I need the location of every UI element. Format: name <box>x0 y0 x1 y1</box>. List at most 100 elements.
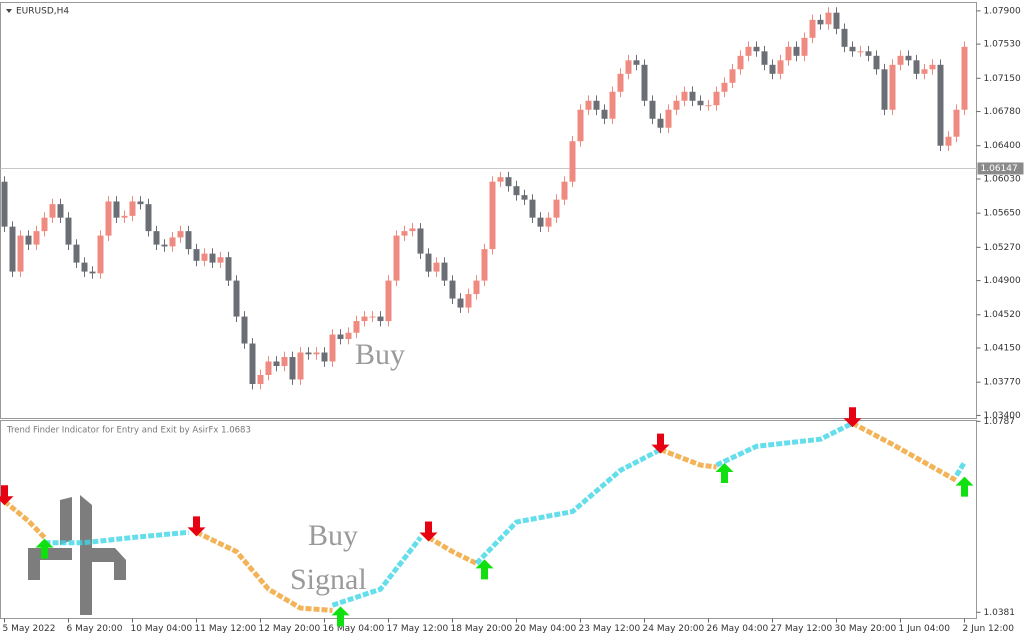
x-tick-label: 5 May 2022 <box>3 624 56 634</box>
candle-body <box>169 237 176 247</box>
candle-body <box>649 100 656 119</box>
y-tick-label: 1.0787 <box>984 417 1016 427</box>
trend-line <box>851 420 958 483</box>
candle-body <box>65 217 72 245</box>
sell-arrow <box>0 485 14 506</box>
candle-body <box>273 361 280 366</box>
candle-body <box>665 109 672 128</box>
candle-body <box>217 257 224 263</box>
candle-body <box>465 294 472 308</box>
x-tick-label: 23 May 12:00 <box>579 624 641 634</box>
candle-body <box>897 55 904 65</box>
candle-body <box>521 195 528 200</box>
candle-body <box>49 204 56 218</box>
candle-body <box>689 91 696 101</box>
candle-body <box>473 280 480 295</box>
trend-line <box>44 529 189 546</box>
candle-body <box>873 55 880 70</box>
candle-body <box>657 118 664 128</box>
logo <box>28 495 126 615</box>
candle-body <box>761 51 768 65</box>
x-tick-label: 27 May 12:00 <box>771 624 833 634</box>
candle-body <box>193 249 200 261</box>
candle-body <box>209 253 216 263</box>
y-tick-label: 1.07150 <box>984 74 1021 84</box>
trend-line <box>474 447 662 566</box>
x-tick-label: 30 May 20:00 <box>835 624 897 634</box>
x-tick-label: 26 May 04:00 <box>707 624 769 634</box>
x-tick-label: 24 May 20:00 <box>643 624 705 634</box>
x-tick-label: 16 May 04:00 <box>323 624 385 634</box>
candle-body <box>801 37 808 56</box>
candle-body <box>737 55 744 70</box>
buy-arrow <box>35 538 54 559</box>
trend-line <box>331 535 423 608</box>
candle-body <box>81 262 88 272</box>
candle-body <box>89 271 96 274</box>
symbol-label: EURUSD,H4 <box>16 7 69 17</box>
x-tick-label: 20 May 04:00 <box>515 624 577 634</box>
candle-body <box>353 321 360 333</box>
candle-body <box>529 199 536 218</box>
candle-body <box>449 280 456 299</box>
candle-body <box>25 235 32 245</box>
candle-body <box>249 343 256 384</box>
candle-body <box>817 19 824 25</box>
buy-arrow <box>955 476 974 497</box>
x-tick-label: 12 May 20:00 <box>259 624 321 634</box>
candle-body <box>593 100 600 110</box>
candle-body <box>41 217 48 232</box>
candle-body <box>865 51 872 56</box>
candle-body <box>617 73 624 92</box>
candle-body <box>713 91 720 106</box>
y-tick-label: 1.0381 <box>984 608 1016 618</box>
candle-body <box>409 228 416 232</box>
candle-body <box>881 69 888 110</box>
candle-body <box>745 46 752 56</box>
candle-body <box>841 28 848 47</box>
candle-body <box>673 100 680 110</box>
annotation: Buy <box>308 519 358 552</box>
candle-body <box>289 357 296 380</box>
candle-body <box>921 69 928 74</box>
trend-line <box>659 447 717 470</box>
y-tick-label: 1.04520 <box>984 310 1021 320</box>
trend-line <box>2 499 47 540</box>
y-tick-label: 1.06400 <box>984 141 1021 151</box>
candle-body <box>241 316 248 344</box>
candle-body <box>681 91 688 101</box>
candle-body <box>233 280 240 317</box>
candle-body <box>377 316 384 322</box>
x-tick-label: 6 May 20:00 <box>67 624 123 634</box>
candle-body <box>177 231 184 238</box>
x-tick-label: 2 Jun 12:00 <box>963 624 1015 634</box>
candle-body <box>297 352 304 380</box>
y-tick-label: 1.03400 <box>984 411 1021 421</box>
indicator-panel <box>0 420 977 619</box>
candle-body <box>369 316 376 318</box>
candle-body <box>857 51 864 53</box>
candle-body <box>97 235 104 274</box>
candle-body <box>337 334 344 340</box>
candle-body <box>457 298 464 308</box>
x-tick-label: 18 May 20:00 <box>451 624 513 634</box>
candle-body <box>625 60 632 74</box>
y-tick-label: 1.07900 <box>984 6 1021 16</box>
current-price-label: 1.06147 <box>981 164 1018 174</box>
candle-body <box>553 199 560 218</box>
candle-body <box>697 100 704 106</box>
candle-body <box>57 204 64 218</box>
y-tick-label: 1.03770 <box>984 378 1021 388</box>
candle-body <box>537 217 544 227</box>
candle-body <box>417 228 424 254</box>
candle-body <box>345 332 352 340</box>
candle-body <box>441 262 448 281</box>
candle-body <box>913 60 920 74</box>
candle-body <box>545 217 552 227</box>
candle-body <box>33 231 40 245</box>
candle-body <box>753 46 760 52</box>
menu-triangle <box>6 9 12 13</box>
indicator-title: Trend Finder Indicator for Entry and Exi… <box>6 426 251 436</box>
candle-body <box>849 46 856 52</box>
candle-body <box>17 235 24 272</box>
